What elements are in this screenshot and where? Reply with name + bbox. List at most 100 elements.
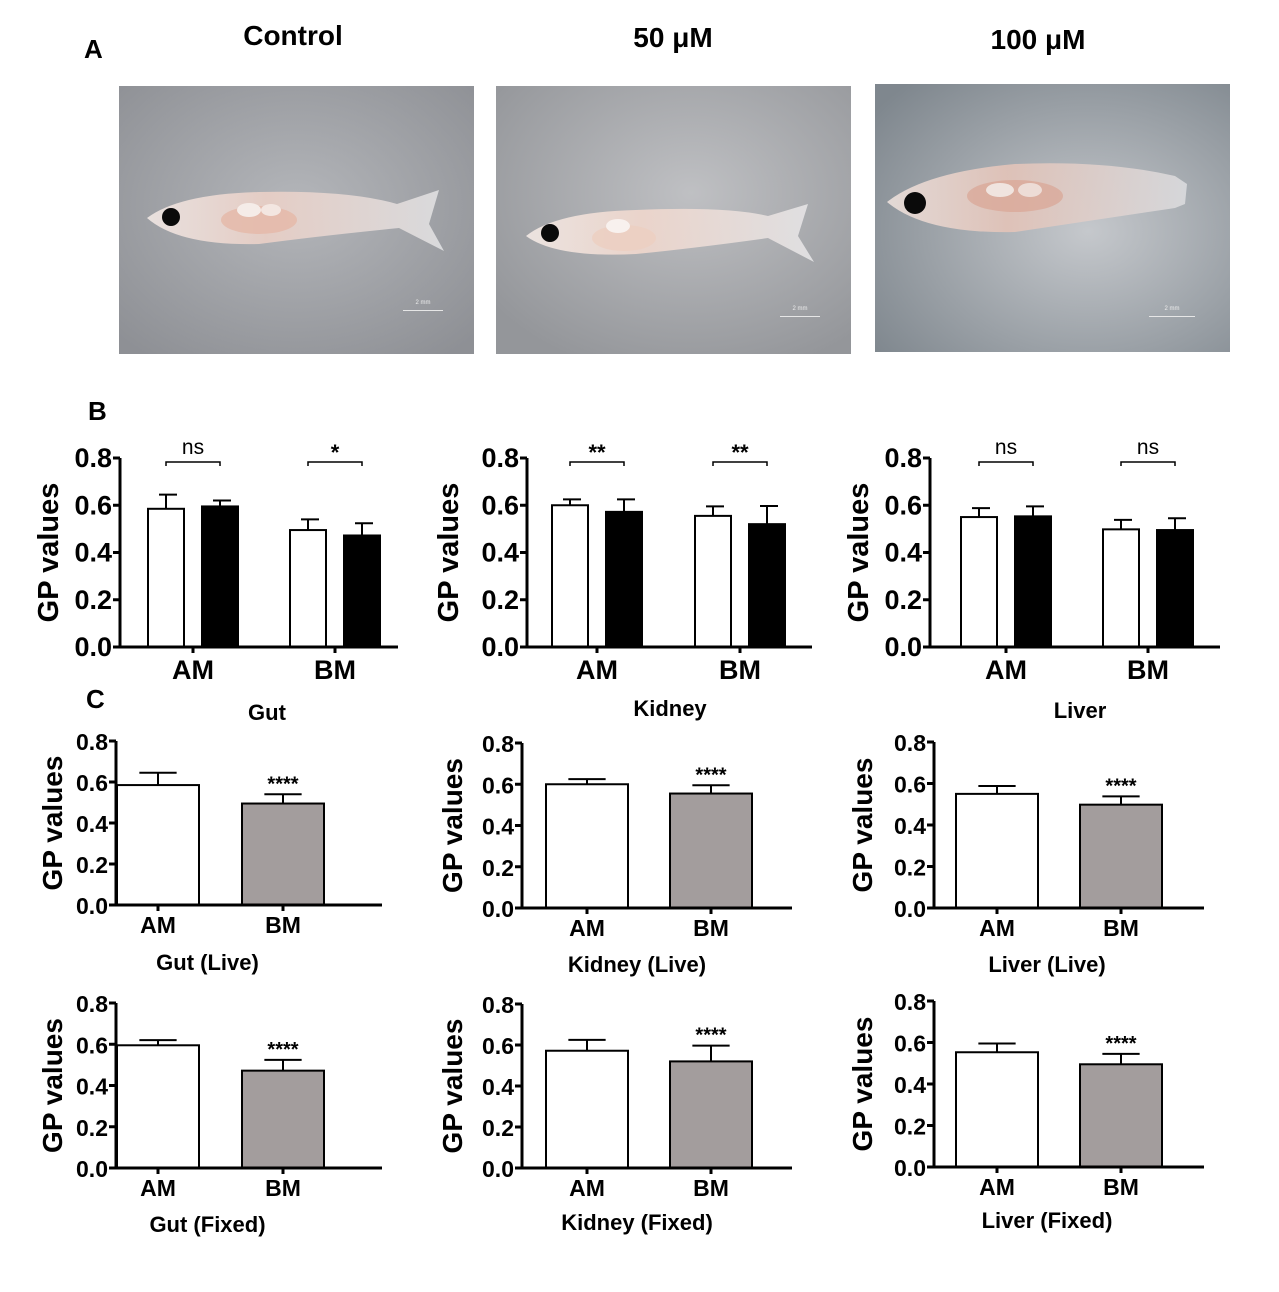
y-axis-label: GP values bbox=[847, 1017, 878, 1152]
fish-image bbox=[119, 86, 474, 354]
fish-photo-control: 2 mm bbox=[119, 86, 474, 354]
chart-svg: 0.0 0.2 0.4 0.6 0.8 AM BM GP values ns * bbox=[33, 436, 398, 685]
chart-svg: 0.0 0.2 0.4 0.6 0.8 AM BM GP values **** Gut (Liv… bbox=[37, 729, 382, 975]
y-tick-label: 0.2 bbox=[482, 855, 514, 881]
x-tick-label: AM bbox=[569, 915, 605, 941]
bar-am-black bbox=[605, 510, 643, 648]
y-tick-label: 0.4 bbox=[481, 538, 519, 568]
x-axis-title: Liver (Live) bbox=[988, 952, 1105, 977]
panel-label-b: B bbox=[88, 396, 107, 426]
y-tick-label: 0.6 bbox=[482, 1033, 514, 1059]
y-tick-label: 0.2 bbox=[884, 585, 922, 615]
significance-label: ** bbox=[731, 440, 749, 465]
y-tick-label: 0.4 bbox=[884, 538, 922, 568]
y-axis-label: GP values bbox=[437, 758, 468, 893]
y-axis-label: GP values bbox=[843, 483, 875, 623]
chart-b-liver: 0.0 0.2 0.4 0.6 0.8 AM BM GP values ns ns bbox=[830, 400, 1250, 700]
y-tick-label: 0.0 bbox=[894, 896, 926, 922]
y-tick-label: 0.8 bbox=[481, 443, 519, 473]
chart-svg: 0.0 0.2 0.4 0.6 0.8 AM BM GP values **** Liver (L… bbox=[847, 730, 1204, 977]
scale-bar-line bbox=[1149, 316, 1195, 317]
chart-c-liver-live: 0.0 0.2 0.4 0.6 0.8 AM BM GP values **** Liver (L… bbox=[830, 700, 1230, 980]
bar-bm bbox=[669, 1060, 753, 1169]
bar-bm-white bbox=[1102, 528, 1140, 648]
x-tick-label: BM bbox=[265, 1175, 301, 1201]
chart-c-liver-fixed: 0.0 0.2 0.4 0.6 0.8 AM BM GP values **** Liver (F… bbox=[830, 980, 1230, 1240]
bar-bm-white bbox=[694, 514, 732, 648]
photo-title-50um: 50 μM bbox=[633, 22, 713, 53]
bar-bm-black bbox=[748, 523, 786, 648]
y-tick-label: 0.2 bbox=[894, 855, 926, 881]
x-tick-label: AM bbox=[576, 655, 618, 685]
significance-label: ns bbox=[1137, 436, 1159, 459]
x-axis-title: Kidney (Fixed) bbox=[561, 1210, 713, 1235]
significance-bracket bbox=[1120, 461, 1176, 466]
y-axis-label: GP values bbox=[33, 483, 65, 623]
y-axis-label: GP values bbox=[37, 1018, 68, 1153]
y-tick-label: 0.4 bbox=[894, 1072, 926, 1098]
y-tick-label: 0.0 bbox=[74, 632, 112, 662]
significance-label: **** bbox=[1105, 1033, 1136, 1055]
y-tick-label: 0.6 bbox=[76, 1032, 108, 1058]
x-tick-label: BM bbox=[1103, 1174, 1139, 1200]
scale-bar-line bbox=[403, 310, 443, 311]
panel-label-c: C bbox=[86, 684, 105, 714]
x-tick-label: BM bbox=[265, 912, 301, 938]
bar-am bbox=[116, 1044, 200, 1169]
bar-bm bbox=[1079, 1063, 1163, 1168]
x-tick-label: BM bbox=[719, 655, 761, 685]
x-tick-label: AM bbox=[569, 1175, 605, 1201]
x-tick-label: AM bbox=[172, 655, 214, 685]
significance-label: **** bbox=[267, 773, 298, 795]
significance-label: **** bbox=[267, 1039, 298, 1061]
x-tick-label: BM bbox=[1103, 915, 1139, 941]
y-tick-label: 0.8 bbox=[482, 731, 514, 757]
y-tick-label: 0.6 bbox=[74, 490, 112, 520]
y-tick-label: 0.6 bbox=[482, 772, 514, 798]
bar-bm bbox=[669, 792, 753, 909]
significance-bracket bbox=[712, 461, 768, 466]
bar-am bbox=[545, 783, 629, 909]
x-tick-label: AM bbox=[979, 915, 1015, 941]
bar-am-black bbox=[201, 505, 239, 649]
x-tick-label: AM bbox=[979, 1174, 1015, 1200]
x-tick-label: BM bbox=[314, 655, 356, 685]
x-tick-label: AM bbox=[985, 655, 1027, 685]
x-tick-label: AM bbox=[140, 912, 176, 938]
y-tick-label: 0.4 bbox=[76, 1074, 108, 1100]
y-axis-label: GP values bbox=[847, 758, 878, 893]
chart-c-kidney-live: 0.0 0.2 0.4 0.6 0.8 AM BM GP values **** Kidney (… bbox=[420, 700, 820, 980]
y-tick-label: 0.4 bbox=[482, 1074, 514, 1100]
y-tick-label: 0.0 bbox=[894, 1155, 926, 1181]
significance-label: ** bbox=[588, 440, 606, 465]
y-tick-label: 0.2 bbox=[76, 852, 108, 878]
chart-c-gut-live: 0.0 0.2 0.4 0.6 0.8 AM BM GP values **** Gut (Liv… bbox=[20, 700, 400, 980]
bar-bm bbox=[241, 802, 325, 906]
x-axis-title: Liver (Fixed) bbox=[982, 1208, 1113, 1233]
panel-c-title-gut: Gut bbox=[248, 700, 286, 725]
bar-am-white bbox=[960, 516, 998, 648]
y-tick-label: 0.0 bbox=[76, 893, 108, 919]
y-tick-label: 0.2 bbox=[74, 585, 112, 615]
y-tick-label: 0.8 bbox=[482, 992, 514, 1018]
x-tick-label: BM bbox=[693, 1175, 729, 1201]
y-tick-label: 0.8 bbox=[894, 989, 926, 1015]
bar-am bbox=[545, 1049, 629, 1169]
y-tick-label: 0.8 bbox=[894, 730, 926, 756]
fish-image bbox=[496, 86, 851, 354]
fish-photo-50um: 2 mm bbox=[496, 86, 851, 354]
y-tick-label: 0.2 bbox=[481, 585, 519, 615]
y-tick-label: 0.8 bbox=[76, 991, 108, 1017]
x-axis-title: Kidney (Live) bbox=[568, 952, 706, 977]
chart-svg: 0.0 0.2 0.4 0.6 0.8 AM BM GP values ns ns bbox=[843, 436, 1220, 685]
bar-bm-black bbox=[343, 534, 381, 649]
y-tick-label: 0.6 bbox=[76, 770, 108, 796]
chart-b-kidney: 0.0 0.2 0.4 0.6 0.8 AM BM GP values ** ** bbox=[420, 400, 820, 700]
y-tick-label: 0.6 bbox=[894, 772, 926, 798]
x-axis-title: Gut (Fixed) bbox=[149, 1212, 265, 1237]
significance-label: ns bbox=[182, 436, 204, 459]
y-tick-label: 0.2 bbox=[894, 1114, 926, 1140]
significance-label: **** bbox=[1105, 775, 1136, 797]
bar-bm-black bbox=[1156, 529, 1194, 648]
y-tick-label: 0.6 bbox=[481, 490, 519, 520]
